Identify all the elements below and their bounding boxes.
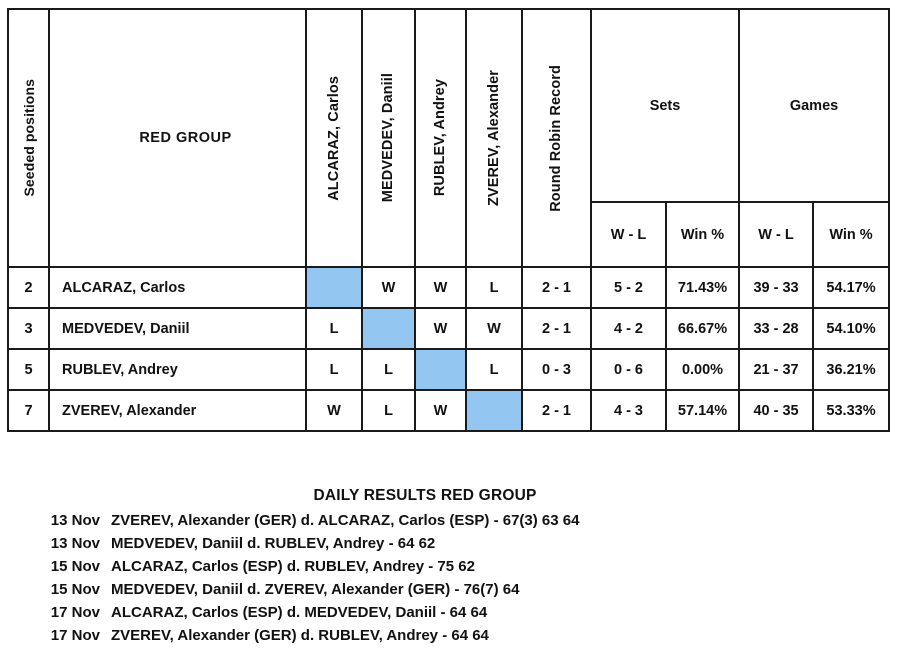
result-cell-self xyxy=(305,266,363,309)
row-games-winpct: 54.17% xyxy=(812,266,891,309)
match-date: 15 Nov xyxy=(50,558,100,575)
header-opponent-medvedev: MEDVEDEV, Daniil xyxy=(361,8,416,268)
row-games-wl: 21 - 37 xyxy=(738,348,815,391)
list-item: 15 Nov MEDVEDEV, Daniil d. ZVEREV, Alexa… xyxy=(0,578,900,601)
row-round-robin-record: 0 - 3 xyxy=(521,348,592,391)
row-sets-wl: 0 - 6 xyxy=(590,348,667,391)
list-item: 17 Nov ALCARAZ, Carlos (ESP) d. MEDVEDEV… xyxy=(0,601,900,624)
result-cell-self xyxy=(465,389,523,432)
row-seed: 7 xyxy=(7,389,50,432)
match-date: 15 Nov xyxy=(50,581,100,598)
match-result: MEDVEDEV, Daniil d. RUBLEV, Andrey - 64 … xyxy=(111,535,436,552)
row-sets-winpct: 71.43% xyxy=(664,266,741,309)
row-round-robin-record: 2 - 1 xyxy=(521,307,592,350)
row-sets-wl: 4 - 2 xyxy=(590,307,667,350)
match-result: MEDVEDEV, Daniil d. ZVEREV, Alexander (G… xyxy=(111,581,520,598)
result-cell: L xyxy=(465,348,523,391)
header-opponent-zverev: ZVEREV, Alexander xyxy=(465,8,523,268)
result-cell: W xyxy=(414,307,467,350)
row-seed: 5 xyxy=(7,348,50,391)
row-games-winpct: 36.21% xyxy=(812,348,891,391)
match-result: ALCARAZ, Carlos (ESP) d. MEDVEDEV, Danii… xyxy=(111,604,488,621)
header-opponent-alcaraz: ALCARAZ, Carlos xyxy=(305,8,363,268)
match-result: ZVEREV, Alexander (GER) d. ALCARAZ, Carl… xyxy=(111,512,580,529)
result-cell: L xyxy=(305,348,363,391)
header-sets-group: Sets xyxy=(589,8,741,203)
table-row: 5 RUBLEV, Andrey L L L 0 - 3 0 - 6 0.00%… xyxy=(7,348,891,391)
list-item: 15 Nov ALCARAZ, Carlos (ESP) d. RUBLEV, … xyxy=(0,555,900,578)
header-games-wl: W - L xyxy=(738,201,815,268)
header-sets-winpct: Win % xyxy=(664,201,741,268)
row-sets-winpct: 66.67% xyxy=(664,307,741,350)
row-sets-winpct: 0.00% xyxy=(664,348,741,391)
header-games-group: Games xyxy=(738,8,891,203)
header-seeded-positions: Seeded positions xyxy=(7,8,50,268)
result-cell: L xyxy=(361,389,416,432)
table-row: 2 ALCARAZ, Carlos W W L 2 - 1 5 - 2 71.4… xyxy=(7,266,891,309)
daily-results-section: DAILY RESULTS RED GROUP 13 Nov ZVEREV, A… xyxy=(0,487,900,647)
red-group-standings-table: Seeded positions RED GROUP ALCARAZ, Carl… xyxy=(7,8,891,432)
header-sets-wl: W - L xyxy=(590,201,667,268)
header-games-winpct: Win % xyxy=(812,201,891,268)
header-seeded-positions-label: Seeded positions xyxy=(20,79,37,197)
row-sets-winpct: 57.14% xyxy=(664,389,741,432)
row-player-name: MEDVEDEV, Daniil xyxy=(48,307,307,350)
row-sets-wl: 4 - 3 xyxy=(590,389,667,432)
row-seed: 2 xyxy=(7,266,50,309)
row-round-robin-record: 2 - 1 xyxy=(521,389,592,432)
page-title: RED GROUP xyxy=(48,8,307,268)
row-games-winpct: 53.33% xyxy=(812,389,891,432)
daily-results-list: 13 Nov ZVEREV, Alexander (GER) d. ALCARA… xyxy=(0,509,900,647)
standings-table-container: Seeded positions RED GROUP ALCARAZ, Carl… xyxy=(7,8,891,432)
result-cell: W xyxy=(414,266,467,309)
list-item: 13 Nov ZVEREV, Alexander (GER) d. ALCARA… xyxy=(0,509,900,532)
row-games-wl: 40 - 35 xyxy=(738,389,815,432)
result-cell-self xyxy=(414,348,467,391)
match-date: 17 Nov xyxy=(50,627,100,644)
row-games-wl: 39 - 33 xyxy=(738,266,815,309)
match-result: ALCARAZ, Carlos (ESP) d. RUBLEV, Andrey … xyxy=(111,558,475,575)
list-item: 13 Nov MEDVEDEV, Daniil d. RUBLEV, Andre… xyxy=(0,532,900,555)
match-date: 13 Nov xyxy=(50,512,100,529)
row-games-wl: 33 - 28 xyxy=(738,307,815,350)
list-item: 17 Nov ZVEREV, Alexander (GER) d. RUBLEV… xyxy=(0,624,900,647)
row-games-winpct: 54.10% xyxy=(812,307,891,350)
result-cell: W xyxy=(414,389,467,432)
table-row: 3 MEDVEDEV, Daniil L W W 2 - 1 4 - 2 66.… xyxy=(7,307,891,350)
result-cell: W xyxy=(305,389,363,432)
row-player-name: ZVEREV, Alexander xyxy=(48,389,307,432)
header-row-main: Seeded positions RED GROUP ALCARAZ, Carl… xyxy=(7,8,891,268)
result-cell: L xyxy=(305,307,363,350)
result-cell-self xyxy=(361,307,416,350)
row-player-name: ALCARAZ, Carlos xyxy=(48,266,307,309)
result-cell: L xyxy=(465,266,523,309)
header-row-sub: W - L Win % W - L Win % xyxy=(8,201,891,268)
match-date: 13 Nov xyxy=(50,535,100,552)
table-row: 7 ZVEREV, Alexander W L W 2 - 1 4 - 3 57… xyxy=(7,389,891,432)
match-date: 17 Nov xyxy=(50,604,100,621)
row-seed: 3 xyxy=(7,307,50,350)
result-cell: L xyxy=(361,348,416,391)
header-opponent-rublev: RUBLEV, Andrey xyxy=(414,8,467,268)
match-result: ZVEREV, Alexander (GER) d. RUBLEV, Andre… xyxy=(111,627,489,644)
result-cell: W xyxy=(361,266,416,309)
row-round-robin-record: 2 - 1 xyxy=(521,266,592,309)
row-player-name: RUBLEV, Andrey xyxy=(48,348,307,391)
result-cell: W xyxy=(465,307,523,350)
daily-results-title: DAILY RESULTS RED GROUP xyxy=(313,487,537,504)
header-round-robin-record: Round Robin Record xyxy=(521,8,592,268)
row-sets-wl: 5 - 2 xyxy=(590,266,667,309)
